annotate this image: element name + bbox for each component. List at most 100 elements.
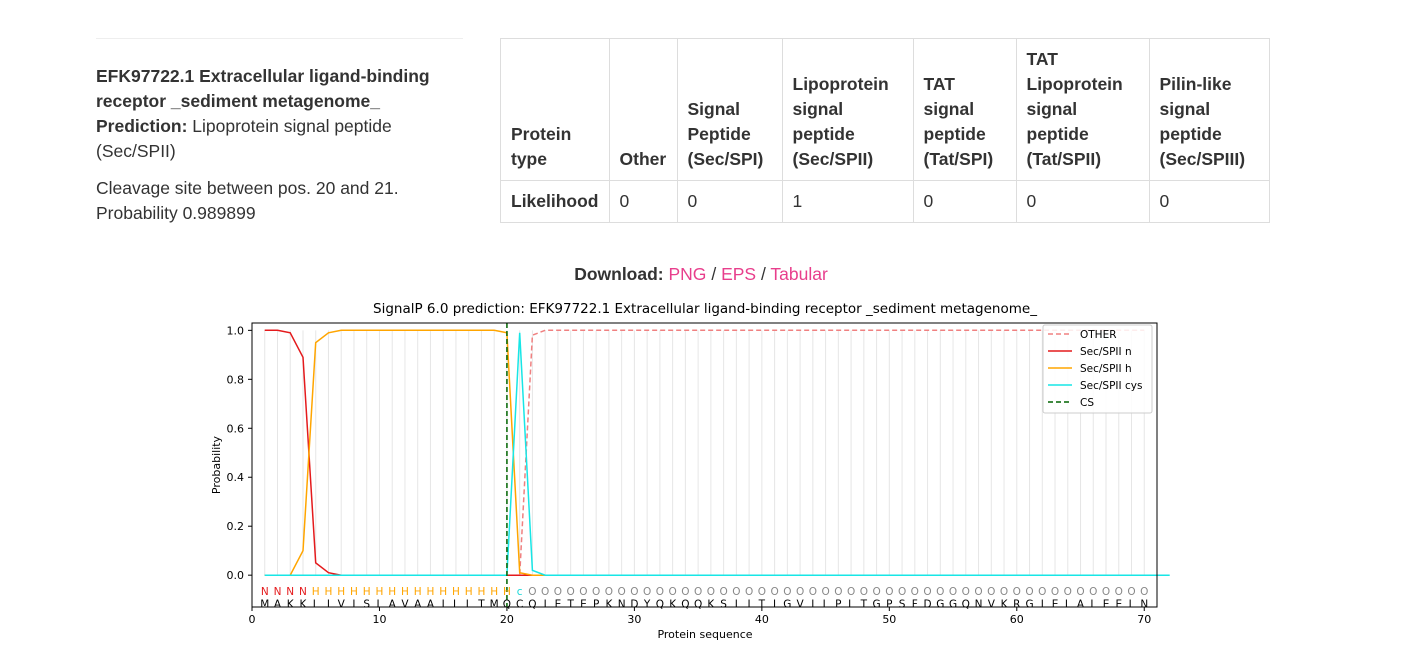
x-tick-label: 40 [755,613,769,626]
region-label: H [350,586,358,598]
x-axis-ticks: 0 10 20 30 40 50 60 70 [249,607,1151,626]
y-tick-label: 0.8 [227,373,245,386]
region-label: H [312,586,320,598]
residue-label: N [975,598,983,610]
header-tat-spi: TAT signal peptide (Tat/SPI) [912,38,1017,181]
sequence-labels: NMNANKNKHLHIHVHIHSHLHAHVHAHAHIHLHLHTHMHQ… [260,586,1148,610]
residue-label: K [287,598,295,610]
residue-label: V [988,598,996,610]
y-tick-label: 0.2 [227,520,245,533]
table-header-row: Protein type Other Signal Peptide (Sec/S… [500,38,1270,181]
header-protein-type: Protein type [500,38,610,181]
region-label: O [911,586,919,598]
residue-label: I [735,598,738,610]
chart-legend: OTHER Sec/SPII n Sec/SPII h Sec/SPII cys CS [1042,324,1153,414]
residue-label: Q [528,598,536,610]
residue-label: L [1090,598,1096,610]
cleavage-site-text: Cleavage site between pos. 20 and 21. [96,178,399,198]
y-tick-label: 0.4 [227,471,245,484]
region-label: O [885,586,893,598]
region-label: O [1115,586,1123,598]
region-label: O [809,586,817,598]
region-label: O [936,586,944,598]
residue-label: K [1001,598,1009,610]
residue-label: D [924,598,932,610]
region-label: O [541,586,549,598]
residue-label: T [758,598,766,610]
header-sec-spi: Signal Peptide (Sec/SPI) [676,38,783,181]
region-label: O [962,586,970,598]
download-tabular-link[interactable]: Tabular [770,264,828,284]
section-divider [96,38,463,39]
likelihood-other: 0 [608,180,678,223]
region-label: N [286,586,294,598]
residue-label: G [949,598,957,610]
region-label: H [426,586,434,598]
region-label: O [923,586,931,598]
residue-label: G [1025,598,1033,610]
region-label: O [796,586,804,598]
y-axis-label: Probability [210,435,223,494]
residue-label: Q [962,598,970,610]
region-label: O [783,586,791,598]
region-label: c [517,586,523,598]
region-label: O [821,586,829,598]
download-png-link[interactable]: PNG [668,264,707,284]
header-sec-spiii: Pilin-like signal peptide (Sec/SPIII) [1148,38,1270,181]
table-row: Likelihood 0 0 1 0 0 0 [500,180,1270,223]
series-lines [264,323,1170,607]
region-label: H [363,586,371,598]
x-tick-label: 20 [500,613,514,626]
series-line-sec-spii-h [264,329,1145,576]
residue-label: V [401,598,409,610]
prediction-chart: SignalP 6.0 prediction: EFK97722.1 Extra… [210,301,1170,641]
residue-label: Q [656,598,664,610]
residue-label: G [936,598,944,610]
region-label: O [1000,586,1008,598]
region-label: O [694,586,702,598]
region-label: O [758,586,766,598]
region-label: O [974,586,982,598]
legend-entry: Sec/SPII h [1080,363,1132,375]
residue-label: P [593,598,599,610]
region-label: H [439,586,447,598]
residue-label: Q [681,598,689,610]
region-label: H [325,586,333,598]
residue-label: E [1052,598,1059,610]
residue-label: T [860,598,868,610]
residue-label: A [389,598,397,610]
region-label: O [656,586,664,598]
residue-label: S [720,598,727,610]
region-label: O [847,586,855,598]
region-label: O [579,586,587,598]
download-eps-link[interactable]: EPS [721,264,757,284]
row-label-likelihood: Likelihood [500,180,610,223]
residue-label: L [466,598,472,610]
legend-entry: OTHER [1080,329,1117,341]
residue-label: S [363,598,370,610]
region-label: H [401,586,409,598]
x-axis-label: Protein sequence [657,628,752,641]
region-label: H [388,586,396,598]
plot-frame [251,322,1158,608]
residue-label: I [748,598,751,610]
residue-label: I [442,598,445,610]
residue-label: A [274,598,282,610]
region-label: O [528,586,536,598]
region-label: O [707,586,715,598]
region-label: H [414,586,422,598]
region-label: O [872,586,880,598]
region-label: O [732,586,740,598]
prediction-summary: EFK97722.1 Extracellular ligand-binding … [96,64,476,238]
residue-label: E [580,598,587,610]
region-label: H [337,586,345,598]
region-label: H [503,586,511,598]
series-line-sec-spii-n [264,329,1145,576]
region-label: H [376,586,384,598]
residue-label: K [605,598,613,610]
probability-text: Probability 0.989899 [96,203,256,223]
residue-label: S [899,598,906,610]
region-label: H [477,586,485,598]
prediction-plot: SignalP 6.0 prediction: EFK97722.1 Extra… [200,293,1180,658]
y-tick-label: 1.0 [227,324,245,337]
